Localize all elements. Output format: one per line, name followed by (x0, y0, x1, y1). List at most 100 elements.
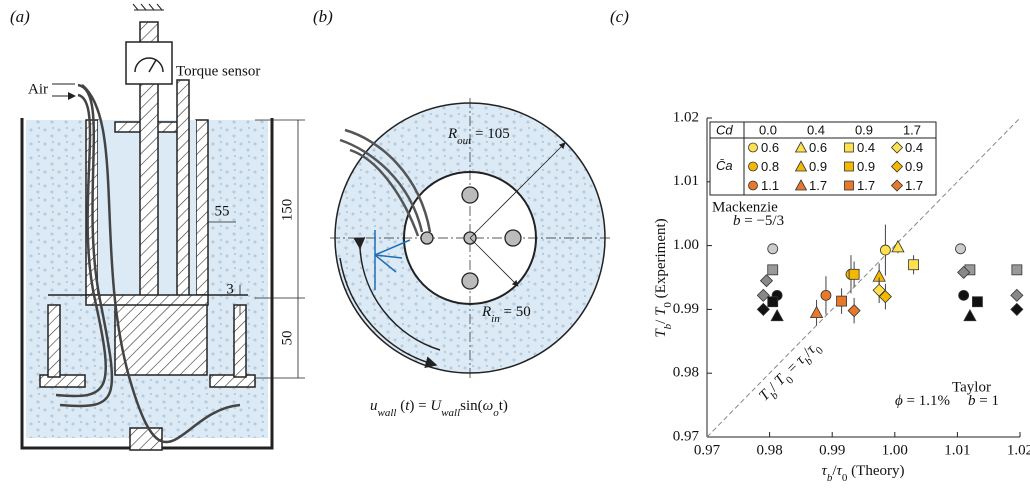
legend-entry: 1.7 (809, 178, 827, 193)
theory-exponent: b = −5/3 (733, 213, 784, 229)
point (963, 308, 977, 322)
text-part: τ (837, 463, 843, 479)
legend-marker (890, 141, 904, 154)
text-part: T (653, 328, 669, 338)
panel-c: (c) 0.97 0.98 0.99 1.00 1.01 1.02 0.97 0.98 0.99… (610, 7, 1030, 484)
point (759, 274, 774, 288)
legend-entry: 0.8 (761, 159, 779, 174)
x-tick-label: 0.99 (819, 442, 845, 458)
text-part: / (832, 463, 837, 479)
text-part: = 1 (976, 393, 999, 409)
point (848, 268, 860, 280)
air-label: Air (28, 81, 48, 97)
point (770, 308, 784, 322)
text-part: b (733, 213, 741, 229)
y-tick-label: 1.01 (673, 173, 699, 189)
x-tick-label: 1.01 (944, 442, 970, 458)
point (756, 302, 770, 316)
legend-entry: 1.7 (857, 178, 875, 193)
text-part: ) = (409, 398, 430, 414)
r-out-label: Rout = 105 (447, 126, 510, 146)
legend-entry: 0.6 (761, 140, 779, 155)
panel-b: (b) Rout = 105 Rin = 50 uwall (t) = Uwal… (313, 7, 610, 419)
y-tick-label: 0.99 (673, 301, 699, 317)
legend-entry: 0.4 (905, 140, 923, 155)
point (847, 304, 861, 318)
point (891, 240, 905, 253)
point (1010, 288, 1024, 302)
y-tick-label: 1.00 (673, 237, 699, 253)
text-part: ω (483, 398, 494, 414)
r-in-label: Rin = 50 (481, 304, 531, 324)
text-part: T (653, 306, 669, 316)
legend-entry: 1.7 (905, 178, 923, 193)
point (809, 305, 824, 318)
legend-column-header: 0.9 (855, 122, 873, 137)
point (767, 243, 779, 255)
text-part: b (662, 323, 674, 329)
legend-entry: 1.1 (761, 178, 779, 193)
point (972, 296, 983, 308)
text-part: = −5/3 (741, 213, 785, 229)
legend-marker (844, 180, 854, 191)
text-part: o (493, 407, 499, 419)
text-part: (Experiment) (653, 218, 669, 302)
text-part: ϕ (895, 393, 903, 409)
point (872, 283, 886, 297)
y-tick-label: 0.97 (673, 428, 700, 444)
legend-column-header: 0.4 (807, 122, 825, 137)
text-part: in (491, 313, 500, 325)
panel-label: (c) (610, 7, 629, 26)
legend-header: Cd (716, 122, 733, 137)
legend-marker (794, 141, 808, 153)
legend-marker (844, 161, 854, 172)
text-part: b (968, 393, 976, 409)
text-part: ( (396, 398, 405, 414)
legend-marker (844, 142, 854, 153)
dimension-label: 50 (279, 331, 295, 346)
point (878, 290, 892, 304)
text-part: sin( (460, 398, 483, 414)
text-part: b (827, 472, 833, 484)
text-part: τ (822, 463, 828, 479)
point (767, 264, 779, 276)
point (836, 295, 847, 307)
panel-label: (a) (10, 7, 30, 26)
dimension-label: 3 (226, 281, 234, 297)
legend: Cd C̄a 0.0 0.6 0.8 1.1 0.4 0.6 0.9 1.7 0.9 0.4 0.9 1.… (709, 121, 937, 196)
theory-exponent: b = 1 (968, 393, 999, 409)
phi-label: ϕ = 1.1% (895, 393, 950, 409)
x-tick-label: 1.02 (1007, 442, 1030, 458)
diagonal (706, 117, 1021, 438)
wall-velocity-label: uwall (t) = Uwallsin(ωot) (370, 398, 508, 418)
y-tick-label: 1.02 (673, 109, 699, 125)
point (1010, 302, 1024, 316)
text-part: R (447, 126, 457, 142)
legend-entry: 0.4 (857, 140, 875, 155)
text-part: 0 (662, 302, 674, 308)
x-axis-label: τb/τ0 (Theory) (822, 463, 905, 483)
text-part: u (370, 398, 378, 414)
point (1011, 264, 1023, 276)
point (955, 243, 966, 255)
panel-label: (b) (313, 7, 333, 26)
legend-column-header: 1.7 (903, 122, 921, 137)
legend-entry: 0.9 (905, 159, 923, 174)
legend-marker (748, 161, 758, 172)
point (767, 296, 779, 308)
point (756, 288, 770, 302)
text-part: = 50 (500, 304, 531, 320)
text-part: 0 (842, 472, 848, 484)
legend-marker (890, 160, 904, 173)
text-part: (Theory) (847, 463, 904, 479)
legend-entry: 0.9 (857, 159, 875, 174)
panel-a: (a) Air Torque sensor 150 50 55 3 (10, 3, 305, 451)
text-part: wall (378, 407, 397, 419)
text-part: R (481, 304, 491, 320)
legend-marker (794, 160, 808, 172)
text-part: out (457, 135, 472, 147)
legend-marker (890, 179, 904, 192)
diagonal-label: Tb/ T0 = τb/τ0 (757, 338, 826, 407)
legend-entry: 0.6 (809, 140, 827, 155)
